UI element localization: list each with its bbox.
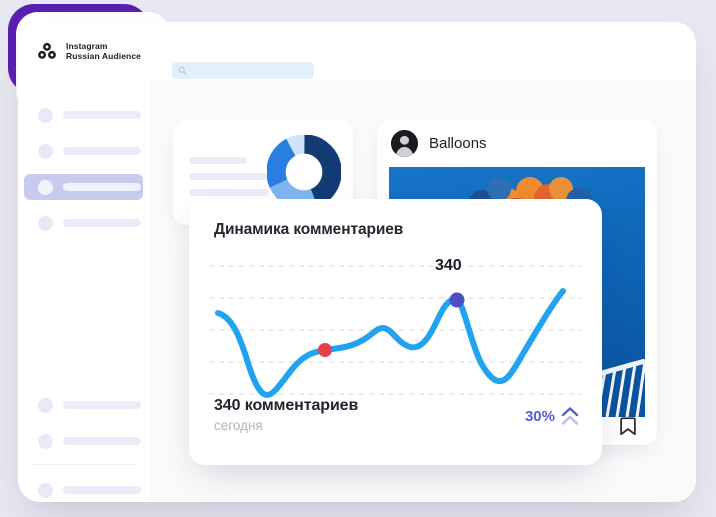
brand: Instagram Russian Audience: [36, 40, 141, 62]
donut-card-placeholder-text: [189, 157, 269, 205]
sidebar-item-1-label: [63, 111, 141, 119]
person-avatar-icon: [391, 130, 418, 157]
sidebar-item-2-label: [63, 147, 141, 155]
sidebar-divider: [32, 464, 135, 465]
sidebar-item-3-label: [63, 183, 141, 191]
window-topbar: Instagram Russian Audience: [18, 22, 696, 81]
placeholder-line-1: [189, 157, 247, 164]
sidebar-item-3-active[interactable]: [24, 174, 143, 200]
trend-indicator: 30%: [525, 405, 580, 427]
brand-text: Instagram Russian Audience: [66, 41, 141, 62]
bookmark-glyph: [620, 417, 636, 436]
double-chevron-up-icon: [561, 407, 579, 425]
placeholder-line-2: [189, 173, 269, 180]
sidebar-item-5-icon: [38, 397, 53, 413]
comments-period: сегодня: [214, 418, 263, 433]
sidebar-item-6-label: [63, 437, 141, 445]
peak-value-label: 340: [435, 257, 462, 274]
sidebar-item-3-icon: [38, 179, 53, 195]
sidebar-item-1[interactable]: [24, 102, 143, 128]
chart-footer: 340 комментариев сегодня 30%: [214, 397, 580, 441]
sidebar-item-4-icon: [38, 215, 53, 231]
sidebar-group-top: [18, 102, 149, 246]
post-author-name: Balloons: [429, 135, 487, 152]
avatar[interactable]: [391, 130, 418, 157]
search-input[interactable]: [172, 62, 314, 79]
data-point-marker-peak[interactable]: [449, 292, 465, 308]
sidebar-item-5-label: [63, 401, 141, 409]
comments-dynamics-card[interactable]: Динамика комментариев 340: [189, 199, 602, 465]
search-icon: [178, 66, 187, 75]
cluster-circles-icon: [38, 42, 56, 59]
line-chart-svg: [209, 265, 582, 398]
page-title: Динамика комментариев: [214, 221, 404, 238]
sidebar-item-2-icon: [38, 143, 53, 159]
trend-percent: 30%: [524, 407, 555, 425]
sidebar-item-2[interactable]: [24, 138, 143, 164]
sidebar-item-6-icon: [38, 433, 53, 449]
sidebar-item-7[interactable]: [24, 477, 143, 502]
comments-total: 340 комментариев: [214, 397, 359, 414]
brand-line-2: Russian Audience: [66, 51, 141, 61]
sidebar-item-7-icon: [38, 482, 53, 498]
sidebar-item-4[interactable]: [24, 210, 143, 236]
placeholder-line-3: [189, 189, 269, 196]
line-chart: 340: [201, 255, 590, 403]
donut-chart: [267, 135, 341, 209]
sidebar-item-7-label: [63, 486, 141, 494]
sidebar: [18, 80, 150, 502]
sidebar-item-6[interactable]: [24, 428, 143, 454]
sidebar-item-5[interactable]: [24, 392, 143, 418]
line-series: [215, 288, 566, 398]
bookmark-icon[interactable]: [617, 415, 639, 437]
post-header: Balloons: [377, 120, 657, 167]
sidebar-item-4-label: [63, 219, 141, 227]
post-actions: [377, 405, 657, 445]
data-point-marker-red[interactable]: [318, 343, 332, 357]
gridlines: [209, 265, 582, 395]
brand-line-1: Instagram: [66, 40, 108, 51]
sidebar-group-bottom: [18, 392, 149, 502]
sidebar-item-1-icon: [38, 107, 53, 123]
